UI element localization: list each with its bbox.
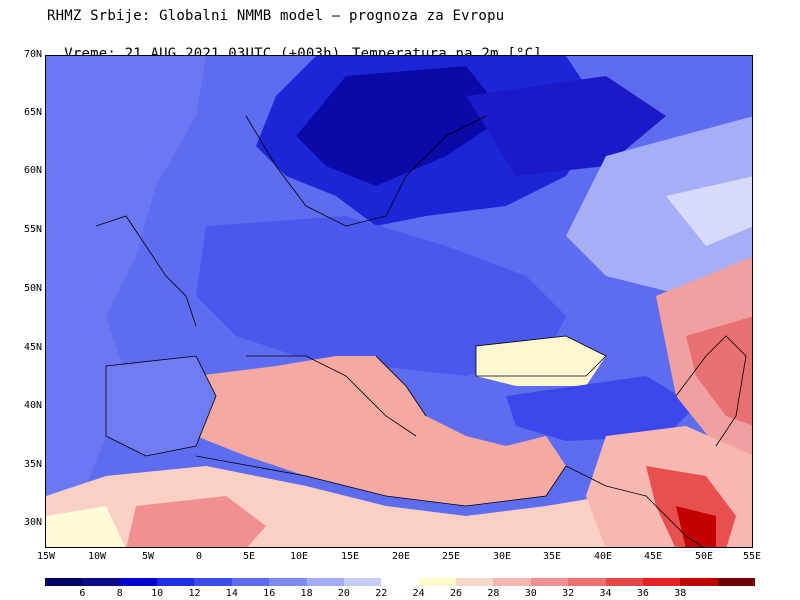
colorbar-swatch — [456, 578, 494, 586]
east-light-blue — [566, 116, 752, 296]
colorbar-label: 32 — [562, 588, 575, 599]
colorbar-swatch — [157, 578, 195, 586]
colorbar-label: 8 — [116, 588, 123, 599]
colorbar-swatch — [418, 578, 457, 586]
map-canvas — [46, 56, 752, 547]
colorbar-swatch — [343, 578, 382, 586]
lat-label-50n: 50N — [23, 283, 42, 294]
map-title: RHMZ Srbije: Globalni NMMB model — progn… — [47, 8, 505, 24]
colorbar-swatch — [231, 578, 270, 586]
colorbar-swatch — [45, 578, 83, 586]
russia-north-cold — [466, 76, 666, 176]
sahara-hot-patch — [126, 496, 266, 547]
colorbar-label: 18 — [300, 588, 313, 599]
lon-label-30e: 30E — [492, 551, 512, 562]
arabia-very-hot — [676, 506, 716, 547]
colorbar-swatch — [119, 578, 158, 586]
anatolia-cold — [506, 376, 696, 441]
colorbar-swatch — [530, 578, 569, 586]
lon-label-25e: 25E — [441, 551, 461, 562]
colorbar-label: 16 — [263, 588, 276, 599]
coastlines — [95, 115, 747, 547]
colorbar — [45, 578, 756, 586]
lat-label-30n: 30N — [23, 517, 42, 528]
morocco-neutral — [46, 506, 126, 547]
colorbar-swatch — [82, 578, 121, 586]
lon-label-10e: 10E — [289, 551, 309, 562]
colorbar-label: 34 — [599, 588, 612, 599]
lon-label-40e: 40E — [593, 551, 613, 562]
lon-label-5e: 5E — [242, 551, 256, 562]
colorbar-label: 24 — [412, 588, 425, 599]
colorbar-swatch — [194, 578, 233, 586]
temperature-map — [45, 55, 753, 548]
lon-label-5w: 5W — [141, 551, 155, 562]
colorbar-swatch — [642, 578, 681, 586]
lat-label-65n: 65N — [23, 107, 42, 118]
lon-label-55e: 55E — [742, 551, 762, 562]
east-pale-blue — [666, 176, 752, 246]
colorbar-swatch — [269, 578, 308, 586]
colorbar-swatch — [680, 578, 719, 586]
colorbar-label: 20 — [337, 588, 350, 599]
colorbar-swatch — [605, 578, 644, 586]
colorbar-label: 22 — [375, 588, 388, 599]
colorbar-label: 28 — [487, 588, 500, 599]
lon-label-15e: 15E — [340, 551, 360, 562]
lon-label-0: 0 — [195, 551, 203, 562]
colorbar-swatch — [717, 578, 756, 586]
atlantic-region — [46, 56, 206, 496]
lat-label-60n: 60N — [23, 165, 42, 176]
lat-label-45n: 45N — [23, 342, 42, 353]
lon-label-20e: 20E — [391, 551, 411, 562]
colorbar-label: 38 — [674, 588, 687, 599]
iberia-region — [106, 356, 216, 456]
colorbar-swatch — [381, 578, 420, 586]
colorbar-label: 36 — [636, 588, 649, 599]
lon-label-50e: 50E — [694, 551, 714, 562]
colorbar-label: 26 — [450, 588, 463, 599]
colorbar-swatch — [568, 578, 607, 586]
lon-label-15w: 15W — [36, 551, 56, 562]
lon-label-45e: 45E — [643, 551, 663, 562]
lat-label-70n: 70N — [23, 49, 42, 60]
central-europe-cold — [196, 216, 566, 376]
black-sea-neutral — [476, 336, 606, 386]
colorbar-swatch — [306, 578, 345, 586]
lat-label-55n: 55N — [23, 224, 42, 235]
scandinavia-coldest-region — [296, 66, 506, 186]
colorbar-label: 10 — [151, 588, 164, 599]
colorbar-label: 30 — [524, 588, 537, 599]
colorbar-swatch — [493, 578, 532, 586]
lon-label-10w: 10W — [87, 551, 107, 562]
caspian-hot-region — [686, 316, 752, 426]
colorbar-label: 14 — [225, 588, 238, 599]
colorbar-label: 12 — [188, 588, 201, 599]
lat-label-35n: 35N — [23, 459, 42, 470]
lat-label-40n: 40N — [23, 400, 42, 411]
colorbar-label: 6 — [79, 588, 86, 599]
mediterranean-warm-sea — [186, 356, 566, 506]
lon-label-35e: 35E — [542, 551, 562, 562]
